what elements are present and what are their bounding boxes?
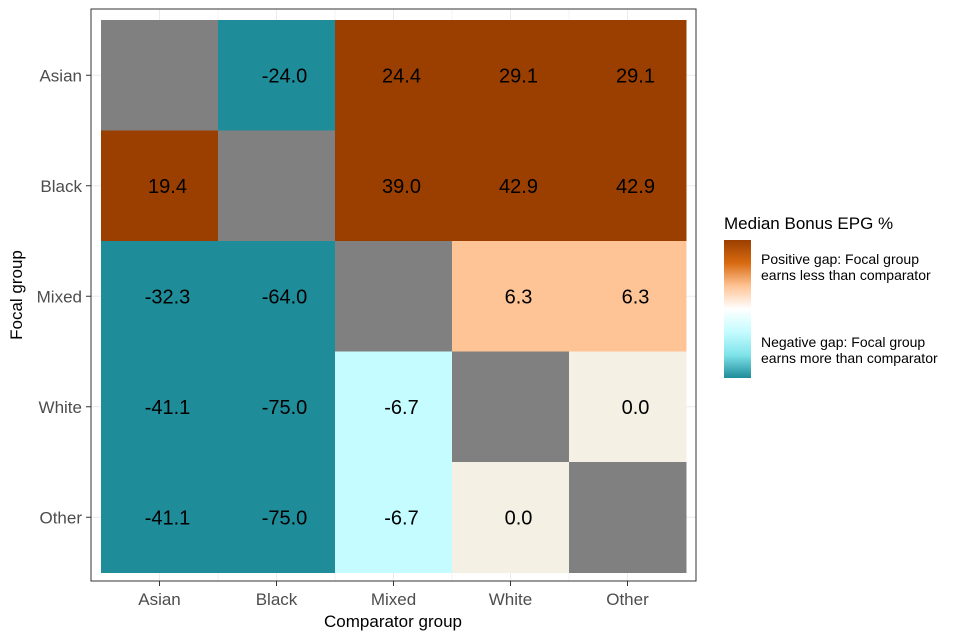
heatmap-cell-black-other [569, 130, 687, 242]
legend: Median Bonus EPG % Positive gap: Focal g… [724, 214, 938, 378]
x-tick-label: White [489, 590, 532, 609]
cell-value-label: -32.3 [145, 286, 191, 308]
heatmap-cell-white-white [452, 351, 570, 463]
cell-value-label: -24.0 [262, 65, 308, 87]
x-axis-title: Comparator group [324, 612, 462, 631]
cell-value-label: 29.1 [499, 65, 538, 87]
y-axis: Asian Black Mixed White Other [37, 66, 91, 527]
cell-value-label: -75.0 [262, 397, 308, 419]
cell-value-label: 39.0 [382, 176, 421, 198]
heatmap-cell-labels: -24.0 24.4 29.1 29.1 19.4 39.0 42.9 42.9 -32.3 -6… [145, 65, 655, 529]
cell-value-label: 29.1 [616, 65, 655, 87]
heatmap-cell-white-black [218, 351, 336, 463]
heatmap-cell-other-white [452, 462, 570, 573]
cell-value-label: 42.9 [499, 176, 538, 198]
heatmap-cell-mixed-mixed [335, 241, 453, 352]
heatmap-cell-black-black [218, 130, 336, 242]
heatmap-cell-mixed-white [452, 241, 570, 352]
y-tick-label: Black [40, 177, 82, 196]
heatmap-cell-white-asian [101, 351, 219, 463]
heatmap-cell-mixed-black [218, 241, 336, 352]
heatmap-cell-other-asian [101, 462, 219, 573]
heatmap-cell-asian-other [569, 20, 687, 131]
heatmap-cell-mixed-asian [101, 241, 219, 352]
cell-value-label: -41.1 [145, 507, 191, 529]
heatmap-cell-black-white [452, 130, 570, 242]
cell-value-label: 0.0 [622, 397, 650, 419]
heatmap-cell-asian-asian [101, 20, 219, 131]
x-tick-label: Mixed [371, 590, 416, 609]
heatmap-cell-asian-black [218, 20, 336, 131]
x-tick-label: Other [606, 590, 649, 609]
legend-color-bar [724, 240, 751, 378]
heatmap-cell-other-black [218, 462, 336, 573]
y-tick-label: Asian [39, 66, 82, 85]
heatmap-cell-black-mixed [335, 130, 453, 242]
x-axis: Asian Black Mixed White Other [138, 581, 649, 609]
y-tick-label: Mixed [37, 287, 82, 306]
legend-negative-label-line1: Negative gap: Focal group [761, 334, 925, 350]
legend-positive-label-line1: Positive gap: Focal group [761, 251, 919, 267]
heatmap-cells [101, 20, 687, 573]
cell-value-label: -6.7 [384, 507, 418, 529]
y-axis-title: Focal group [7, 250, 26, 340]
heatmap-cell-white-mixed [335, 351, 453, 463]
heatmap-cell-white-other [569, 351, 687, 463]
cell-value-label: -6.7 [384, 397, 418, 419]
heatmap-cell-asian-white [452, 20, 570, 131]
cell-value-label: 0.0 [505, 507, 533, 529]
heatmap-cell-other-mixed [335, 462, 453, 573]
cell-value-label: -75.0 [262, 507, 308, 529]
x-tick-label: Black [256, 590, 298, 609]
heatmap-cell-asian-mixed [335, 20, 453, 131]
cell-value-label: 6.3 [505, 286, 533, 308]
cell-value-label: -64.0 [262, 286, 308, 308]
heatmap-cell-mixed-other [569, 241, 687, 352]
cell-value-label: 6.3 [622, 286, 650, 308]
y-tick-label: White [39, 398, 82, 417]
x-tick-label: Asian [138, 590, 181, 609]
legend-positive-label-line2: earns less than comparator [761, 267, 931, 283]
cell-value-label: 42.9 [616, 176, 655, 198]
legend-negative-label-line2: earns more than comparator [761, 350, 938, 366]
cell-value-label: -41.1 [145, 397, 191, 419]
heatmap-cell-black-asian [101, 130, 219, 242]
heatmap-cell-other-other [569, 462, 687, 573]
cell-value-label: 24.4 [382, 65, 421, 87]
legend-title: Median Bonus EPG % [724, 214, 893, 233]
y-tick-label: Other [39, 508, 82, 527]
cell-value-label: 19.4 [148, 176, 187, 198]
